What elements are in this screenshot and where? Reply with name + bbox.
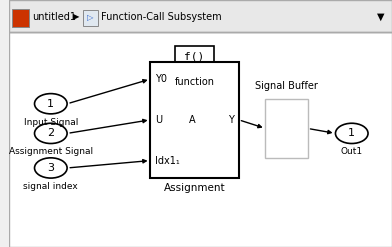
FancyBboxPatch shape xyxy=(12,9,29,27)
Text: function: function xyxy=(174,77,214,86)
Text: Y0: Y0 xyxy=(156,74,167,84)
Text: Input Signal: Input Signal xyxy=(24,118,78,127)
Text: untitled1: untitled1 xyxy=(32,12,76,22)
Ellipse shape xyxy=(336,123,368,144)
Text: ▶: ▶ xyxy=(73,12,79,21)
Text: 1: 1 xyxy=(47,99,54,109)
FancyBboxPatch shape xyxy=(9,0,392,32)
FancyBboxPatch shape xyxy=(83,10,98,26)
Text: 1: 1 xyxy=(348,128,355,138)
Ellipse shape xyxy=(34,123,67,144)
Ellipse shape xyxy=(34,158,67,178)
Text: Assignment Signal: Assignment Signal xyxy=(9,147,93,156)
FancyBboxPatch shape xyxy=(9,32,392,247)
Text: Out1: Out1 xyxy=(341,147,363,156)
Text: ▼: ▼ xyxy=(377,12,384,22)
Text: Assignment: Assignment xyxy=(164,183,225,193)
Text: f(): f() xyxy=(185,51,205,61)
Text: 2: 2 xyxy=(47,128,54,138)
Text: 3: 3 xyxy=(47,163,54,173)
Text: Idx1₁: Idx1₁ xyxy=(156,156,180,165)
FancyBboxPatch shape xyxy=(175,46,214,70)
Text: Function-Call Subsystem: Function-Call Subsystem xyxy=(101,12,221,22)
Ellipse shape xyxy=(34,94,67,114)
Text: A: A xyxy=(189,115,195,125)
Text: signal index: signal index xyxy=(24,182,78,191)
FancyBboxPatch shape xyxy=(265,99,308,158)
FancyBboxPatch shape xyxy=(151,62,239,178)
Text: ▷: ▷ xyxy=(87,13,94,22)
Text: U: U xyxy=(156,115,163,125)
Text: Signal Buffer: Signal Buffer xyxy=(255,82,318,91)
Text: Y: Y xyxy=(228,115,234,125)
